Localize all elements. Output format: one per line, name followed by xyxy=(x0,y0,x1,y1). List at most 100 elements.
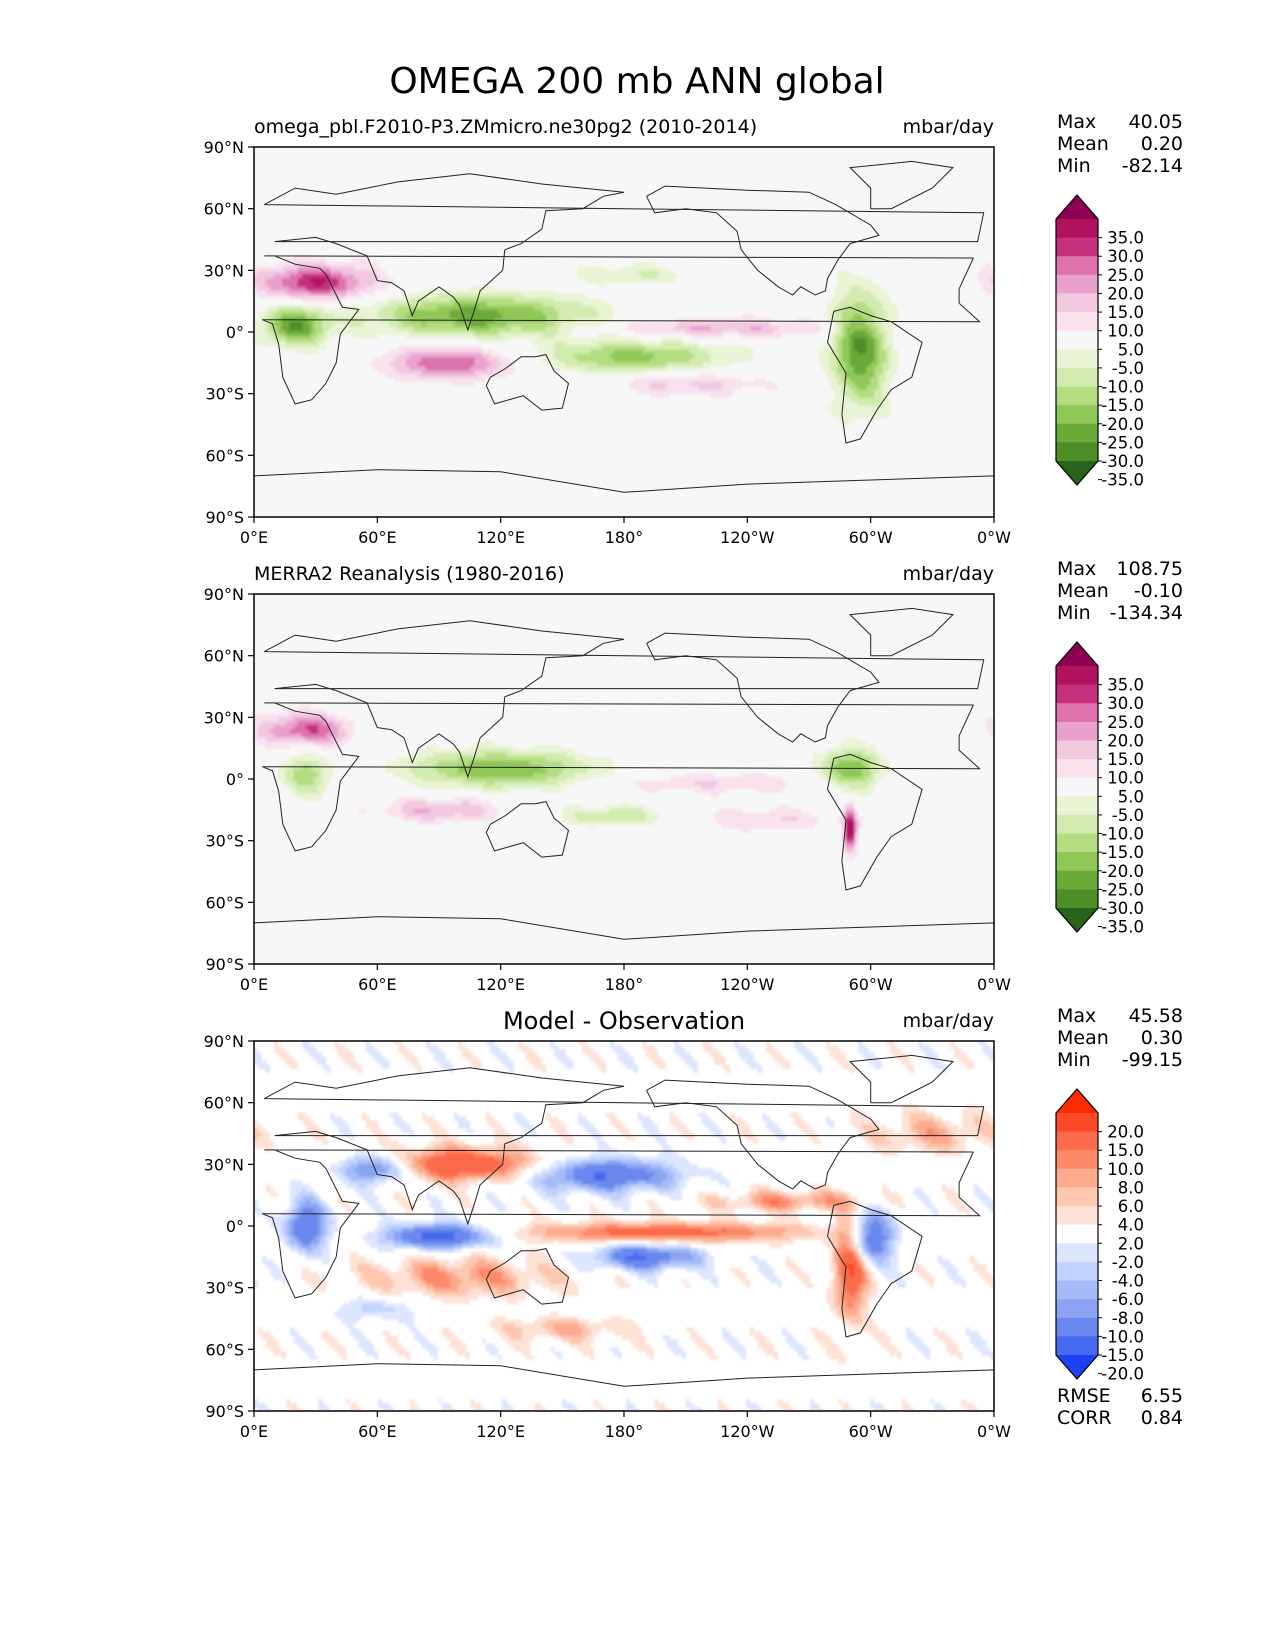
metric-label: CORR xyxy=(1057,1407,1112,1429)
coastline xyxy=(264,173,985,332)
colorbar-label: 5.0 xyxy=(1118,340,1144,359)
coastline xyxy=(485,354,570,411)
figure-title: OMEGA 200 mb ANN global xyxy=(389,61,884,102)
colorbar-bin xyxy=(1056,1168,1098,1188)
colorbar-bin xyxy=(1056,274,1098,294)
y-tick-label: 90°S xyxy=(205,1402,244,1421)
colorbar-label: 35.0 xyxy=(1107,676,1144,695)
y-tick-label: 30°S xyxy=(205,1279,244,1298)
y-tick-label: 30°S xyxy=(205,832,244,851)
colorbar-extend-top xyxy=(1056,1089,1098,1113)
field-raster xyxy=(254,147,994,517)
x-tick-label: 0°E xyxy=(240,975,268,994)
colorbar: 20.015.010.08.06.04.02.0-2.0-4.0-6.0-8.0… xyxy=(1055,1088,1144,1384)
colorbar-bin xyxy=(1056,796,1098,816)
colorbar-bin xyxy=(1056,852,1098,872)
colorbar-label: 30.0 xyxy=(1107,247,1144,266)
stat-value: 0.30 xyxy=(1141,1027,1183,1049)
colorbar-bin xyxy=(1056,349,1098,369)
colorbar-bin xyxy=(1056,759,1098,779)
map-area xyxy=(254,147,994,517)
y-tick-label: 30°N xyxy=(204,708,244,727)
x-tick-label: 120°E xyxy=(476,528,525,547)
metric-label: RMSE xyxy=(1057,1385,1111,1407)
stat-label: Min xyxy=(1057,155,1091,177)
y-tick-label: 0° xyxy=(226,770,244,789)
colorbar-label: 2.0 xyxy=(1118,1234,1144,1253)
panel-center-title: Model - Observation xyxy=(503,1007,745,1035)
colorbar-label: -20.0 xyxy=(1101,862,1144,881)
colorbar-bin xyxy=(1056,870,1098,890)
colorbar-bin xyxy=(1056,1187,1098,1207)
coastline xyxy=(646,1079,880,1190)
colorbar-extend-bottom xyxy=(1056,908,1098,932)
colorbar-bin xyxy=(1056,1131,1098,1151)
colorbar-label: -15.0 xyxy=(1101,843,1144,862)
map-panel-diff: Model - Observation mbar/day 0°E 60°E 120°E 1… xyxy=(204,1005,1183,1441)
colorbar-label: -25.0 xyxy=(1101,433,1144,452)
field-raster xyxy=(254,1041,994,1411)
x-tick-label: 180° xyxy=(605,1422,644,1441)
colorbar-bin xyxy=(1056,684,1098,704)
panel-units: mbar/day xyxy=(903,563,994,585)
stat-label: Max xyxy=(1057,558,1096,580)
coastline xyxy=(848,160,954,210)
colorbar-bin xyxy=(1056,721,1098,741)
y-tick-label: 0° xyxy=(226,323,244,342)
colorbar-label: -30.0 xyxy=(1101,899,1144,918)
colorbar-bin xyxy=(1056,367,1098,388)
colorbar-bin xyxy=(1056,889,1098,909)
y-tick-label: 60°N xyxy=(204,200,244,219)
y-tick-label: 90°N xyxy=(204,138,244,157)
x-tick-label: 60°W xyxy=(849,528,893,547)
x-tick-label: 120°W xyxy=(720,528,775,547)
colorbar-bin xyxy=(1056,814,1098,835)
colorbar-label: -35.0 xyxy=(1101,471,1144,490)
map-area xyxy=(254,1041,994,1411)
colorbar-label: -25.0 xyxy=(1101,880,1144,899)
colorbar-label: 10.0 xyxy=(1107,1160,1144,1179)
colorbar-label: 20.0 xyxy=(1107,731,1144,750)
stat-label: Min xyxy=(1057,602,1091,624)
colorbar-extend-bottom xyxy=(1056,1355,1098,1379)
colorbar-extend-bottom xyxy=(1056,461,1098,485)
colorbar-bin xyxy=(1056,330,1098,350)
colorbar-bin xyxy=(1056,1224,1098,1244)
x-tick-label: 0°W xyxy=(977,528,1011,547)
colorbar-bin xyxy=(1056,833,1098,853)
colorbar-label: -20.0 xyxy=(1101,415,1144,434)
coastline xyxy=(262,702,981,852)
coastline xyxy=(262,1149,981,1299)
x-tick-label: 60°E xyxy=(358,975,396,994)
panel-units: mbar/day xyxy=(903,1010,994,1032)
colorbar-bin xyxy=(1056,312,1098,332)
coastline xyxy=(848,1054,954,1104)
colorbar-label: 5.0 xyxy=(1118,787,1144,806)
stat-value: -0.10 xyxy=(1134,580,1183,602)
coastline xyxy=(254,1363,994,1387)
colorbar-bin xyxy=(1056,1150,1098,1170)
colorbar-label: -35.0 xyxy=(1101,918,1144,937)
y-tick-label: 90°S xyxy=(205,508,244,527)
colorbar-bin xyxy=(1056,405,1098,425)
stat-label: Mean xyxy=(1057,580,1109,602)
x-tick-label: 120°W xyxy=(720,1422,775,1441)
colorbar-bin xyxy=(1056,777,1098,797)
colorbar-label: 25.0 xyxy=(1107,266,1144,285)
y-tick-label: 60°S xyxy=(205,893,244,912)
colorbar: 35.030.025.020.015.010.05.0-5.0-10.0-15.… xyxy=(1055,194,1144,490)
coastline xyxy=(485,1248,570,1305)
stat-label: Max xyxy=(1057,111,1096,133)
colorbar-label: -10.0 xyxy=(1101,825,1144,844)
field-raster xyxy=(254,594,994,964)
panel-units: mbar/day xyxy=(903,116,994,138)
colorbar-label: -5.0 xyxy=(1112,359,1144,378)
map-panel-model: omega_pbl.F2010-P3.ZMmicro.ne30pg2 (2010… xyxy=(204,111,1183,547)
colorbar-label: -20.0 xyxy=(1101,1365,1144,1384)
colorbar-label: 30.0 xyxy=(1107,694,1144,713)
colorbar: 35.030.025.020.015.010.05.0-5.0-10.0-15.… xyxy=(1055,641,1144,937)
colorbar-extend-top xyxy=(1056,195,1098,219)
coastline xyxy=(826,306,923,444)
colorbar-bin xyxy=(1056,237,1098,257)
coastline xyxy=(826,753,923,891)
